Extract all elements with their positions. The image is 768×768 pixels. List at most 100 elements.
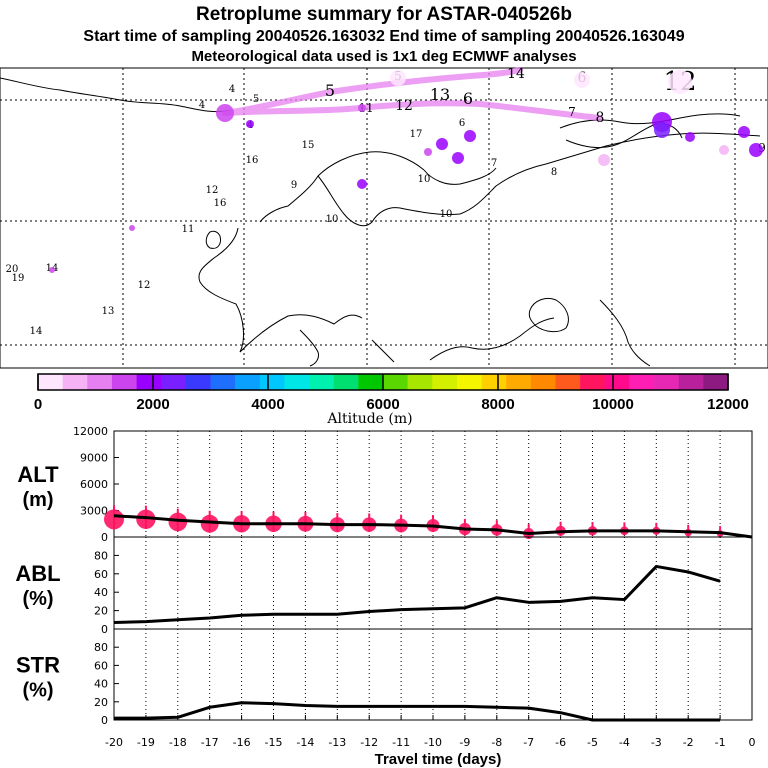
- map-altitude-marker: [216, 104, 234, 122]
- xaxis-label: Travel time (days): [375, 751, 502, 768]
- y-tick-label: 9000: [80, 452, 108, 465]
- map-day-label: 12: [138, 280, 151, 291]
- str-series-line: [114, 701, 721, 722]
- panel-ylabel: ABL: [15, 561, 60, 586]
- colorbar-swatch: [87, 374, 113, 390]
- x-tick-label: -1: [715, 736, 726, 749]
- x-tick-label: -10: [424, 736, 442, 749]
- colorbar-swatch: [530, 374, 556, 390]
- map-day-label: 11: [182, 224, 195, 235]
- time-series-panels: 120009000600030000ALT(m)806040200ABL(%)8…: [15, 425, 755, 749]
- map-day-label: 13: [102, 306, 115, 317]
- map-day-label: 8: [551, 167, 557, 178]
- map-day-label: 19: [12, 273, 25, 284]
- y-tick-label: 0: [101, 531, 108, 544]
- colorbar-tick-label: 10000: [592, 396, 634, 413]
- map-altitude-marker: [654, 122, 670, 138]
- map-day-label: 10: [326, 214, 339, 225]
- x-tick-label: -8: [491, 736, 502, 749]
- y-tick-label: 12000: [73, 425, 108, 438]
- map-day-labels: 4445556667788991010101111121212131314141…: [6, 66, 766, 337]
- map-altitude-marker: [685, 132, 695, 142]
- y-tick-label: 60: [94, 659, 108, 672]
- map-altitude-marker: [436, 138, 448, 150]
- sampling-times: Start time of sampling 20040526.163032 E…: [83, 28, 684, 45]
- colorbar-swatch: [407, 374, 433, 390]
- colorbar-tick-label: 12000: [707, 396, 749, 413]
- colorbar-swatch: [284, 374, 310, 390]
- colorbar-tick-label: 4000: [251, 396, 284, 413]
- colorbar-swatch: [481, 374, 507, 390]
- panel-yunit: (%): [22, 680, 53, 702]
- map-day-label: 6: [463, 89, 473, 108]
- colorbar-swatch: [38, 374, 63, 390]
- colorbar-swatch: [432, 374, 458, 390]
- colorbar-swatch: [210, 374, 236, 390]
- y-tick-label: 80: [94, 641, 108, 654]
- map-day-label: 9: [291, 180, 297, 191]
- y-tick-label: 60: [94, 568, 108, 581]
- map-day-label: 13: [430, 85, 450, 104]
- colorbar-swatch: [358, 374, 384, 390]
- panel-yunit: (m): [22, 489, 53, 511]
- x-tick-label: -11: [392, 736, 410, 749]
- x-tick-label: -7: [523, 736, 534, 749]
- y-tick-label: 6000: [80, 478, 108, 491]
- map-day-label: 7: [568, 105, 576, 119]
- colorbar-swatch: [555, 374, 581, 390]
- map-gridlines: [0, 68, 768, 368]
- map-altitude-marker: [129, 225, 135, 231]
- map-altitude-marker: [358, 104, 366, 112]
- x-tick-label: -20: [105, 736, 123, 749]
- x-tick-label: -17: [201, 736, 219, 749]
- map-altitude-marker: [668, 70, 692, 94]
- map-altitude-marker: [749, 143, 763, 157]
- map-altitude-marker: [246, 120, 254, 128]
- colorbar-swatch: [654, 374, 680, 390]
- map-frame: [0, 67, 768, 369]
- x-tick-label: -5: [587, 736, 598, 749]
- y-tick-label: 20: [94, 696, 108, 709]
- y-tick-label: 40: [94, 586, 108, 599]
- y-tick-label: 0: [101, 623, 108, 636]
- map-altitude-marker: [574, 72, 590, 88]
- x-tick-label: -2: [683, 736, 694, 749]
- map-altitude-marker: [390, 70, 406, 86]
- colorbar-swatch: [309, 374, 335, 390]
- plume-trajectory: [222, 67, 603, 121]
- map-altitude-markers: [49, 70, 763, 273]
- colorbar-swatch: [111, 374, 137, 390]
- map-altitude-marker: [357, 179, 367, 189]
- coastlines: [0, 77, 761, 367]
- str-panel: 80 60 40 20 0 STR(%): [16, 628, 753, 727]
- map-altitude-marker: [719, 145, 729, 155]
- map-day-label: 8: [596, 110, 605, 126]
- alt-panel: 12000 9000 6000 3000 0 ALT(m): [17, 425, 753, 544]
- colorbar-tick-label: 0: [34, 396, 42, 413]
- abl-panel: 80 60 40 20 0 ABL(%): [15, 536, 753, 636]
- y-tick-label: 80: [94, 549, 108, 562]
- colorbar-tick-label: 2000: [136, 396, 169, 413]
- y-tick-label: 20: [94, 605, 108, 618]
- map-day-label: 4: [229, 84, 235, 95]
- y-tick-label: 40: [94, 678, 108, 691]
- colorbar-swatch: [383, 374, 408, 390]
- colorbar-swatch: [235, 374, 261, 390]
- map-altitude-marker: [49, 267, 55, 273]
- colorbar-tick-label: 8000: [481, 396, 514, 413]
- x-tick-label: -6: [555, 736, 566, 749]
- map-altitude-marker: [452, 152, 464, 164]
- x-tick-label: -12: [360, 736, 378, 749]
- colorbar-label: Altitude (m): [326, 411, 412, 427]
- meteo-data-note: Meteorological data used is 1x1 deg ECMW…: [191, 48, 576, 65]
- map-day-label: 16: [246, 155, 259, 166]
- colorbar-swatch: [161, 374, 187, 390]
- map-day-label: 10: [418, 174, 431, 185]
- colorbar-swatch: [678, 374, 704, 390]
- map-altitude-marker: [464, 130, 476, 142]
- panel-ylabel: STR: [16, 653, 60, 678]
- panel-frame: [113, 536, 753, 630]
- map-altitude-marker: [738, 126, 750, 138]
- colorbar-swatch: [185, 374, 211, 390]
- colorbar-swatch: [333, 374, 359, 390]
